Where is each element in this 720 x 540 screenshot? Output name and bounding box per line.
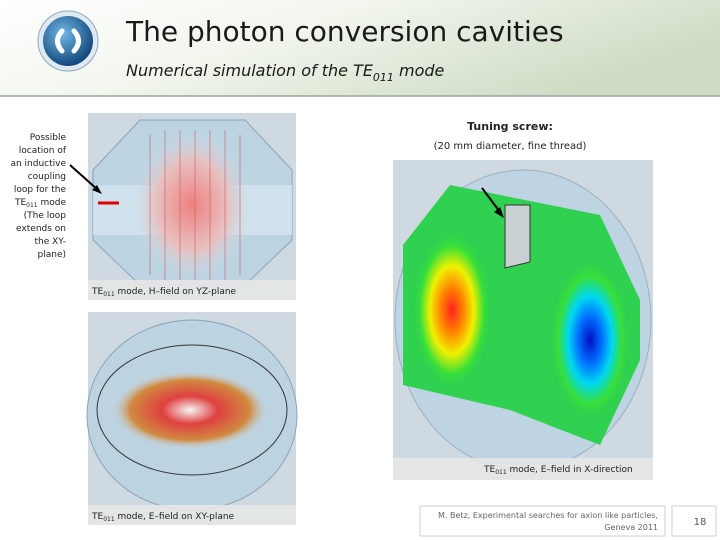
field-lobe-negative [550, 260, 630, 420]
arrow-head [494, 207, 504, 218]
arrow-head [92, 185, 102, 194]
logo [43, 16, 93, 66]
caption-after: mode, E–field on XY-plane [115, 512, 235, 522]
annotation-line: the XY- [35, 237, 66, 247]
page-number: 18 [694, 517, 707, 528]
logo-mark [55, 28, 81, 54]
cavity-outline [96, 344, 288, 476]
caption-after: mode, H–field on YZ-plane [115, 287, 237, 297]
annotation-line: TE011 mode [14, 198, 66, 209]
pointer-arrow [481, 187, 501, 213]
caption-box [393, 458, 653, 480]
annotation-line: Possible [30, 133, 67, 143]
subtitle-sub: 011 [373, 71, 394, 84]
field-pattern [110, 370, 270, 450]
tuning-screw [504, 204, 531, 269]
annotation-line: (The loop [24, 211, 67, 221]
caption-sub: 011 [103, 291, 115, 298]
subtitle: Numerical simulation of the TE011 mode [126, 61, 445, 84]
caption-te: TE [91, 512, 103, 522]
caption: TE011 mode, E–field on XY-plane [91, 512, 235, 523]
simulation-image-3: TE011 mode, E–field in X-direction [393, 160, 653, 480]
simulation-image-2: TE011 mode, E–field on XY-plane [86, 312, 298, 525]
annotation-line: extends on [16, 224, 66, 234]
footer-box [419, 505, 666, 537]
annotation-after: mode [38, 198, 67, 208]
caption-box [88, 280, 296, 300]
annotation-line: an inductive [10, 159, 66, 169]
footer-line: Geneva 2011 [604, 523, 658, 532]
annotation-line: location of [19, 146, 67, 156]
screw-detail: (20 mm diameter, fine thread) [434, 141, 587, 152]
caption-te: TE [91, 287, 103, 297]
annotation: Possible location of an inductive coupli… [10, 133, 66, 260]
pointer-arrow [69, 164, 99, 191]
annotation-te: TE [14, 198, 26, 208]
caption-after: mode, E–field in X-direction [507, 465, 633, 475]
screw-title: Tuning screw: [467, 120, 553, 133]
title: The photon conversion cavities [125, 15, 564, 48]
caption: TE011 mode, E–field in X-direction [483, 465, 633, 476]
caption-te: TE [483, 465, 495, 475]
simulation-image-1: TE011 mode, H–field on YZ-plane [88, 113, 296, 300]
annotation-line: loop for the [14, 185, 67, 195]
annotation-line: coupling [28, 172, 66, 182]
header-band [0, 0, 720, 96]
caption-sub: 011 [495, 469, 507, 476]
caption-box [88, 505, 296, 525]
subtitle-text: Numerical simulation of the TE [126, 61, 374, 80]
annotation-line: plane) [38, 250, 66, 260]
caption: TE011 mode, H–field on YZ-plane [91, 287, 237, 298]
field-lobe-positive [412, 230, 492, 390]
page-box [671, 505, 717, 537]
caption-sub: 011 [103, 516, 115, 523]
footer-line: M. Betz, Experimental searches for axion… [438, 511, 658, 520]
field-pattern [132, 130, 252, 280]
subtitle-after: mode [394, 61, 445, 80]
annotation-sub: 011 [26, 202, 38, 209]
field-arrows [149, 130, 241, 280]
